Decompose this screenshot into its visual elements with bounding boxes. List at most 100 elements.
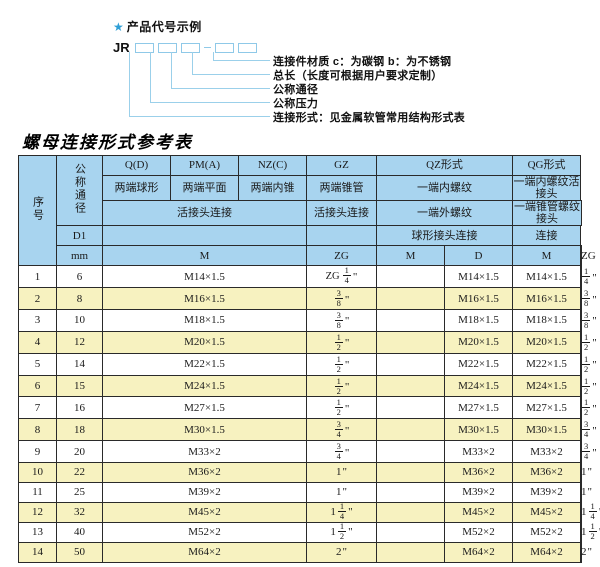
- code-example-label: 产品代号示例: [126, 20, 202, 34]
- cell-nominal-diameter: 18: [56, 418, 103, 442]
- leader-line-2-horizontal: [192, 74, 270, 75]
- cell-thread-m: M64×2: [102, 541, 307, 563]
- cell-qz-d: M39×2: [443, 481, 514, 503]
- cell-thread-m: M18×1.5: [102, 309, 307, 332]
- cell-qg-zg: 2 ": [580, 541, 593, 563]
- cell-thread-m: M20×1.5: [102, 330, 307, 354]
- cell-qz-m: [376, 521, 445, 543]
- cell-seq: 2: [18, 287, 57, 311]
- cell-nominal-diameter: 25: [56, 481, 103, 503]
- table-row: 2 8 M16×1.5 3 8 " M16×1.5 M16×1.5 3 8 ": [18, 287, 597, 311]
- cell-qz-m: [376, 418, 445, 442]
- header-group-code-3: GZ: [306, 155, 377, 176]
- spec-table-container: 序号 公称通径 Q(D) PM(A) NZ(C) GZ QZ形式 QG形式 两端…: [18, 154, 600, 563]
- cell-seq: 12: [18, 501, 57, 523]
- header-unit-qz-m: M: [376, 245, 445, 267]
- cell-qg-zg: 114": [580, 501, 600, 523]
- cell-qg-zg: 1 2 ": [580, 396, 597, 420]
- table-row: 4 12 M20×1.5 1 2 " M20×1.5 M20×1.5 1 2 ": [18, 330, 597, 354]
- code-dash-separator: [203, 47, 211, 48]
- cell-nominal-diameter: 12: [56, 330, 103, 354]
- cell-qg-zg: 3 8 ": [580, 309, 597, 332]
- cell-qg-zg: 3 8 ": [580, 287, 597, 311]
- cell-gz: 1 2 ": [306, 330, 377, 354]
- header-connection-2: 一端外螺纹: [375, 200, 514, 227]
- header-row-subconnection: D1 球形接头连接 连接: [19, 225, 582, 247]
- table-row: 3 10 M18×1.5 3 8 " M18×1.5 M18×1.5 3 8 ": [18, 309, 597, 332]
- cell-gz: 1 2 ": [306, 352, 377, 376]
- header-unit-qg-m: M: [512, 245, 582, 267]
- header-row-forms: 两端球形 两端平面 两端内锥 两端锥管 一端内螺纹 一端内螺纹活接头: [19, 174, 582, 202]
- header-subconnection-0: [102, 225, 307, 247]
- header-group-form-1: 两端平面: [170, 174, 239, 202]
- cell-qg-m: M16×1.5: [512, 287, 582, 311]
- header-group-code-0: Q(D): [102, 155, 171, 176]
- cell-qz-m: [376, 481, 445, 503]
- cell-seq: 1: [18, 265, 57, 289]
- diagram-label-connection-type: 连接形式：见金属软管常用结构形式表: [273, 112, 466, 124]
- leader-line-1-horizontal: [213, 60, 270, 61]
- page-title: 螺母连接形式参考表: [22, 133, 193, 152]
- header-seq: 序号: [18, 154, 57, 267]
- cell-qg-m: M30×1.5: [512, 418, 582, 442]
- cell-gz: 1 2 ": [306, 374, 377, 398]
- code-box-3: [180, 42, 200, 53]
- cell-thread-m: M36×2: [102, 461, 307, 483]
- cell-qz-d: M22×1.5: [443, 352, 514, 376]
- cell-qz-m: [376, 330, 445, 354]
- header-unit-qz-d: D: [443, 245, 514, 267]
- cell-nominal-diameter: 10: [56, 309, 103, 332]
- table-row: 9 20 M33×2 3 4 " M33×2 M33×2 3 4 ": [18, 440, 597, 463]
- cell-qg-zg: 1 2 ": [580, 374, 597, 398]
- cell-qz-d: M14×1.5: [443, 265, 514, 289]
- cell-qg-zg: 1 2 ": [580, 352, 597, 376]
- cell-gz: 1 1 2 ": [306, 522, 377, 543]
- cell-qz-m: [376, 440, 445, 463]
- cell-qg-zg: 1 4 ": [580, 265, 597, 289]
- header-group-form-2: 两端内锥: [238, 174, 307, 202]
- cell-nominal-diameter: 6: [56, 265, 103, 289]
- cell-qz-d: M33×2: [443, 440, 514, 463]
- table-row: 7 16 M27×1.5 1 2 " M27×1.5 M27×1.5 1 2 ": [18, 396, 597, 420]
- cell-qg-zg: 1 ": [580, 461, 593, 483]
- header-connection-0: 活接头连接: [102, 200, 307, 227]
- code-box-2: [157, 42, 177, 53]
- leader-line-5-horizontal: [129, 116, 270, 117]
- diagram-label-material: 连接件材质 c：为碳钢 b：为不锈钢: [273, 56, 452, 68]
- cell-qz-m: [376, 309, 445, 332]
- cell-nominal-diameter: 20: [56, 440, 103, 463]
- header-row-codes: 序号 公称通径 Q(D) PM(A) NZ(C) GZ QZ形式 QG形式: [18, 154, 582, 267]
- cell-qg-m: M27×1.5: [512, 396, 582, 420]
- table-head: 序号 公称通径 Q(D) PM(A) NZ(C) GZ QZ形式 QG形式 两端…: [18, 154, 596, 267]
- table-row: 10 22 M36×2 1 " M36×2 M36×2 1 ": [18, 461, 593, 483]
- cell-thread-m: M27×1.5: [102, 396, 307, 420]
- leader-line-3-horizontal: [171, 88, 270, 89]
- cell-thread-m: M33×2: [102, 440, 307, 463]
- cell-gz: 3 8 ": [306, 287, 377, 311]
- header-unit-m-group: M: [102, 245, 307, 267]
- cell-thread-m: M52×2: [102, 521, 307, 543]
- leader-line-5-vertical: [129, 52, 130, 116]
- cell-qz-d: M24×1.5: [443, 374, 514, 398]
- product-code-prefix: JR: [113, 40, 130, 55]
- cell-seq: 6: [18, 374, 57, 398]
- cell-qg-m: M52×2: [512, 521, 582, 543]
- cell-seq: 11: [18, 481, 57, 503]
- table-row: 6 15 M24×1.5 1 2 " M24×1.5 M24×1.5 1 2 ": [18, 374, 597, 398]
- header-subconnection-2: 球形接头连接: [375, 225, 514, 247]
- cell-qz-m: [376, 352, 445, 376]
- cell-qz-m: [376, 541, 445, 563]
- cell-qz-m: [376, 287, 445, 311]
- header-row-connection: 活接头连接 活接头连接 一端外螺纹 一端锥管螺纹接头: [19, 200, 582, 227]
- cell-qz-d: M27×1.5: [443, 396, 514, 420]
- cell-qg-m: M39×2: [512, 481, 582, 503]
- cell-qz-d: M18×1.5: [443, 309, 514, 332]
- cell-qg-m: M14×1.5: [512, 265, 582, 289]
- cell-seq: 9: [18, 440, 57, 463]
- cell-gz: 1 ": [306, 481, 377, 503]
- cell-seq: 4: [18, 330, 57, 354]
- table-row: 11 25 M39×2 1 " M39×2 M39×2 1 ": [18, 481, 592, 503]
- cell-thread-m: M24×1.5: [102, 374, 307, 398]
